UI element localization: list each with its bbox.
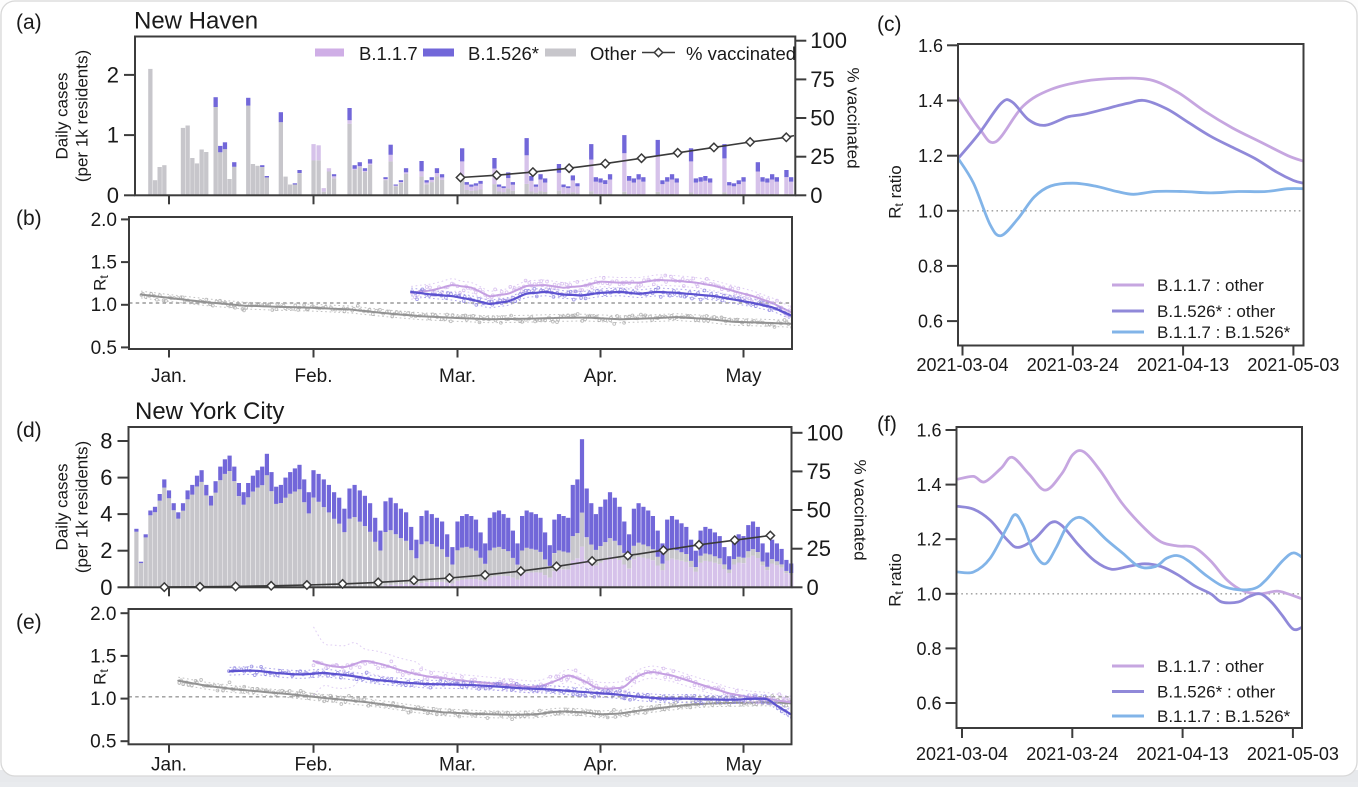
svg-text:% vaccinated: % vaccinated	[844, 67, 863, 168]
svg-text:0.6: 0.6	[916, 694, 941, 714]
svg-text:Feb.: Feb.	[294, 366, 332, 387]
svg-text:New York City: New York City	[135, 398, 284, 425]
svg-text:50: 50	[807, 498, 831, 523]
svg-text:New Haven: New Haven	[134, 8, 258, 35]
svg-text:0: 0	[100, 575, 112, 600]
svg-text:B.1.1.7 : B.1.526*: B.1.1.7 : B.1.526*	[1157, 323, 1291, 342]
svg-text:1.0: 1.0	[91, 295, 117, 316]
svg-text:0: 0	[107, 183, 119, 208]
svg-text:100: 100	[807, 420, 844, 445]
svg-text:2021-05-03: 2021-05-03	[1247, 355, 1339, 375]
svg-text:1.0: 1.0	[918, 201, 943, 221]
svg-text:4: 4	[100, 502, 112, 527]
svg-text:(a): (a)	[16, 11, 42, 34]
svg-text:1.5: 1.5	[91, 253, 117, 274]
svg-text:2021-04-13: 2021-04-13	[1137, 355, 1229, 375]
svg-text:Mar.: Mar.	[439, 755, 476, 776]
svg-text:1.2: 1.2	[916, 530, 941, 550]
svg-text:(f): (f)	[877, 413, 897, 436]
svg-text:1: 1	[107, 123, 119, 148]
svg-text:(d): (d)	[16, 419, 42, 442]
svg-text:(c): (c)	[877, 13, 902, 36]
svg-text:0.8: 0.8	[918, 256, 943, 276]
svg-text:6: 6	[100, 465, 112, 490]
svg-text:% vaccinated: % vaccinated	[686, 43, 796, 64]
svg-text:B.1.1.7: B.1.1.7	[359, 43, 418, 64]
svg-text:B.1.526*: B.1.526*	[468, 43, 539, 64]
svg-text:0: 0	[810, 183, 822, 208]
svg-text:100: 100	[810, 28, 847, 53]
svg-text:50: 50	[810, 106, 834, 131]
svg-text:25: 25	[810, 144, 834, 169]
svg-text:Jan.: Jan.	[151, 366, 187, 387]
svg-text:1.5: 1.5	[90, 646, 116, 667]
svg-text:1.4: 1.4	[916, 475, 941, 495]
svg-text:0.8: 0.8	[916, 639, 941, 659]
svg-text:Feb.: Feb.	[294, 755, 332, 776]
svg-text:(b): (b)	[16, 207, 42, 230]
svg-text:2021-04-13: 2021-04-13	[1137, 744, 1229, 764]
svg-text:25: 25	[807, 536, 831, 561]
svg-text:May: May	[726, 755, 762, 776]
svg-text:Mar.: Mar.	[439, 366, 476, 387]
svg-text:1.6: 1.6	[916, 421, 941, 441]
svg-text:2021-03-04: 2021-03-04	[916, 744, 1008, 764]
svg-text:1.6: 1.6	[918, 36, 943, 56]
svg-text:B.1.1.7 : B.1.526*: B.1.1.7 : B.1.526*	[1157, 707, 1291, 726]
svg-text:1.0: 1.0	[90, 689, 116, 710]
svg-text:8: 8	[100, 429, 112, 454]
svg-text:2021-05-03: 2021-05-03	[1247, 744, 1339, 764]
svg-text:Daily cases: Daily cases	[53, 464, 72, 551]
svg-text:(per 1k residents): (per 1k residents)	[73, 441, 92, 573]
svg-text:Other: Other	[590, 43, 636, 64]
svg-text:(per 1k residents): (per 1k residents)	[73, 50, 92, 182]
svg-text:Apr.: Apr.	[584, 366, 618, 387]
svg-text:Rt ratio: Rt ratio	[886, 553, 907, 606]
svg-text:75: 75	[807, 459, 831, 484]
svg-text:1.4: 1.4	[918, 91, 943, 111]
svg-text:2021-03-24: 2021-03-24	[1026, 744, 1118, 764]
svg-text:B.1.1.7 : other: B.1.1.7 : other	[1157, 276, 1264, 295]
svg-text:2.0: 2.0	[90, 604, 116, 625]
svg-text:1.0: 1.0	[916, 584, 941, 604]
svg-text:2021-03-24: 2021-03-24	[1027, 355, 1119, 375]
svg-text:2: 2	[107, 62, 119, 87]
svg-text:B.1.1.7 : other: B.1.1.7 : other	[1157, 657, 1264, 676]
svg-text:2.0: 2.0	[91, 210, 117, 231]
svg-text:2021-03-04: 2021-03-04	[916, 355, 1008, 375]
svg-text:1.2: 1.2	[918, 146, 943, 166]
svg-text:0.6: 0.6	[918, 312, 943, 332]
svg-text:Apr.: Apr.	[584, 755, 618, 776]
svg-text:Daily cases: Daily cases	[53, 73, 72, 160]
svg-text:2: 2	[100, 538, 112, 563]
svg-text:B.1.526* : other: B.1.526* : other	[1157, 302, 1275, 321]
svg-text:% vaccinated: % vaccinated	[851, 459, 870, 560]
svg-text:B.1.526* : other: B.1.526* : other	[1157, 683, 1275, 702]
svg-text:0: 0	[807, 575, 819, 600]
svg-text:0.5: 0.5	[90, 732, 116, 753]
svg-text:(e): (e)	[16, 611, 42, 634]
svg-text:0.5: 0.5	[91, 338, 117, 359]
svg-text:May: May	[726, 366, 762, 387]
svg-text:Rt ratio: Rt ratio	[886, 165, 907, 218]
svg-text:Jan.: Jan.	[151, 755, 187, 776]
svg-text:75: 75	[810, 67, 834, 92]
